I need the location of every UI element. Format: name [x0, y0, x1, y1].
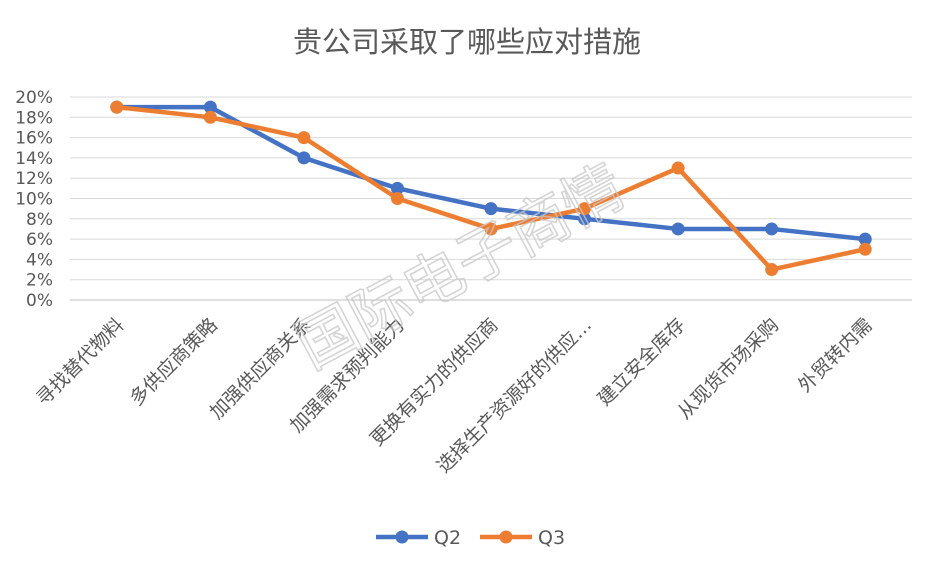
data-point-q3[interactable] [390, 192, 404, 205]
x-tick-label: 寻找替代物料 [32, 314, 128, 410]
data-point-q2[interactable] [203, 100, 217, 114]
legend-label-q3: Q3 [538, 527, 565, 549]
x-tick-label: 从现货市场采购 [674, 314, 784, 424]
data-point-q2[interactable] [484, 202, 498, 216]
y-axis-tick-labels: 0%2%4%6%8%10%12%14%16%18%20% [15, 88, 53, 311]
x-tick-label: 建立安全库存 [593, 314, 689, 410]
x-tick-label: 多供应商策略 [126, 314, 222, 410]
x-axis-tick-labels: 寻找替代物料多供应商策略加强供应商关系加强需求预判能力更换有实力的供应商选择生产… [32, 314, 877, 477]
y-tick-label: 8% [26, 210, 53, 230]
data-point-q2[interactable] [765, 222, 779, 236]
data-point-q2[interactable] [858, 232, 872, 246]
data-point-q2[interactable] [578, 212, 592, 226]
data-point-q3[interactable] [484, 222, 498, 236]
y-tick-label: 6% [26, 230, 53, 250]
y-tick-label: 0% [26, 291, 53, 311]
y-tick-label: 18% [15, 108, 53, 128]
x-tick-label: 外贸转内需 [794, 314, 877, 397]
data-point-q3[interactable] [203, 110, 217, 124]
data-point-q3[interactable] [297, 131, 311, 145]
y-tick-label: 2% [26, 271, 53, 291]
y-tick-label: 16% [15, 129, 53, 149]
gridlines [70, 96, 912, 301]
legend-label-q2: Q2 [434, 527, 461, 549]
legend[interactable]: Q2 Q3 [376, 527, 565, 549]
data-point-q3[interactable] [765, 263, 779, 277]
y-tick-label: 4% [26, 250, 53, 270]
data-point-q3[interactable] [110, 100, 124, 114]
y-tick-label: 20% [15, 88, 53, 108]
series-group [110, 100, 872, 277]
y-tick-label: 12% [15, 169, 53, 189]
data-point-q2[interactable] [297, 151, 311, 165]
legend-marker-q3 [499, 530, 513, 544]
data-point-q3[interactable] [858, 242, 872, 256]
y-tick-label: 14% [15, 149, 53, 169]
data-point-q2[interactable] [390, 181, 404, 195]
x-tick-label: 选择生产资源好的供应… [433, 314, 596, 477]
data-point-q3[interactable] [578, 202, 592, 216]
y-tick-label: 10% [15, 190, 53, 210]
data-point-q2[interactable] [671, 222, 685, 236]
data-point-q3[interactable] [671, 161, 685, 175]
chart-title: 贵公司采取了哪些应对措施 [293, 25, 641, 59]
legend-marker-q2 [395, 530, 409, 544]
